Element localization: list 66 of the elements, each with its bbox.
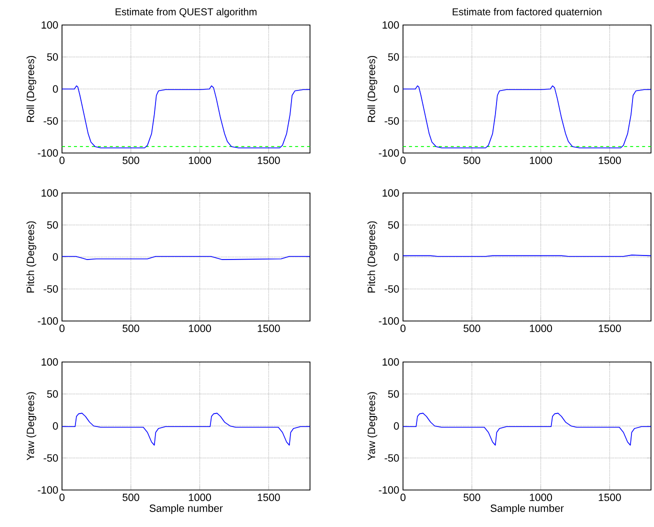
line-series xyxy=(403,412,652,446)
y-tick-label: -100 xyxy=(38,486,58,494)
x-tick-label: 1000 xyxy=(188,494,212,502)
x-tick-label: 500 xyxy=(122,494,140,502)
x-tick-label: 1500 xyxy=(258,156,280,164)
y-axis-title: Yaw (Degrees) xyxy=(367,392,378,460)
y-tick-label: 100 xyxy=(42,358,58,366)
y-axis-title: Pitch (Degrees) xyxy=(26,221,36,292)
y-tick-label: 100 xyxy=(382,358,399,366)
x-tick-label: 1500 xyxy=(598,494,621,502)
x-axis-title: Sample number xyxy=(150,504,223,514)
y-tick-label: -100 xyxy=(378,149,399,157)
y-tick-label: 0 xyxy=(394,253,399,261)
y-axis-title: Roll (Degrees) xyxy=(26,56,36,122)
x-tick-label: 1000 xyxy=(530,324,552,332)
y-tick-label: -100 xyxy=(378,317,399,325)
chart-title: Estimate from QUEST algorithm xyxy=(116,8,256,18)
y-tick-label: -50 xyxy=(384,454,399,462)
y-tick-label: 50 xyxy=(388,53,399,61)
y-tick-label: 100 xyxy=(382,21,399,29)
y-tick-label: -50 xyxy=(44,117,58,125)
line-series xyxy=(62,412,310,446)
y-tick-label: 100 xyxy=(42,189,58,197)
y-tick-label: -50 xyxy=(44,285,58,293)
x-tick-label: 0 xyxy=(60,494,65,502)
x-tick-label: 1500 xyxy=(258,324,280,332)
x-tick-label: 0 xyxy=(400,494,406,502)
y-tick-label: -50 xyxy=(384,285,399,293)
x-tick-label: 500 xyxy=(464,156,480,164)
y-tick-label: -100 xyxy=(38,317,58,325)
y-tick-label: -100 xyxy=(38,149,58,157)
x-tick-label: 0 xyxy=(400,156,406,164)
x-tick-label: 1000 xyxy=(530,494,552,502)
y-tick-label: 0 xyxy=(52,85,58,93)
x-tick-label: 0 xyxy=(60,156,65,164)
y-axis-title: Pitch (Degrees) xyxy=(367,221,378,292)
y-tick-label: 0 xyxy=(52,422,58,430)
y-tick-label: 100 xyxy=(382,189,399,197)
x-tick-label: 1000 xyxy=(530,156,552,164)
x-tick-label: 1500 xyxy=(598,324,621,332)
y-tick-label: 50 xyxy=(388,221,399,229)
x-tick-label: 1500 xyxy=(598,156,621,164)
x-tick-label: 1000 xyxy=(188,156,212,164)
x-tick-label: 1000 xyxy=(188,324,212,332)
x-tick-label: 500 xyxy=(464,494,480,502)
y-tick-label: 50 xyxy=(47,221,58,229)
y-axis-title: Roll (Degrees) xyxy=(367,56,378,122)
x-tick-label: 500 xyxy=(122,324,140,332)
y-tick-label: 0 xyxy=(52,253,58,261)
y-tick-label: -50 xyxy=(384,117,399,125)
x-tick-label: 500 xyxy=(464,324,480,332)
y-tick-label: 50 xyxy=(47,390,58,398)
y-tick-label: 50 xyxy=(388,390,399,398)
x-tick-label: 500 xyxy=(122,156,140,164)
x-tick-label: 1500 xyxy=(258,494,280,502)
x-tick-label: 0 xyxy=(400,324,406,332)
chart-title: Estimate from factored quaternion xyxy=(452,8,602,18)
y-tick-label: -100 xyxy=(378,486,399,494)
y-tick-label: 100 xyxy=(42,21,58,29)
x-axis-title: Sample number xyxy=(490,504,564,514)
y-tick-label: -50 xyxy=(44,454,58,462)
y-tick-label: 50 xyxy=(47,53,58,61)
x-tick-label: 0 xyxy=(60,324,65,332)
y-tick-label: 0 xyxy=(394,422,399,430)
y-axis-title: Yaw (Degrees) xyxy=(26,392,36,460)
y-tick-label: 0 xyxy=(394,85,399,93)
